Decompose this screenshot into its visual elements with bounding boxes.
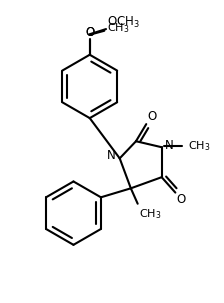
Text: N: N <box>165 139 174 152</box>
Text: O: O <box>85 26 94 39</box>
Text: O: O <box>85 26 94 39</box>
Text: CH$_3$: CH$_3$ <box>188 139 211 153</box>
Text: CH$_3$: CH$_3$ <box>107 21 129 35</box>
Text: N: N <box>107 149 115 162</box>
Text: O: O <box>147 110 156 123</box>
Text: O: O <box>176 193 185 206</box>
Text: CH$_3$: CH$_3$ <box>138 207 161 221</box>
Text: OCH$_3$: OCH$_3$ <box>107 15 140 30</box>
